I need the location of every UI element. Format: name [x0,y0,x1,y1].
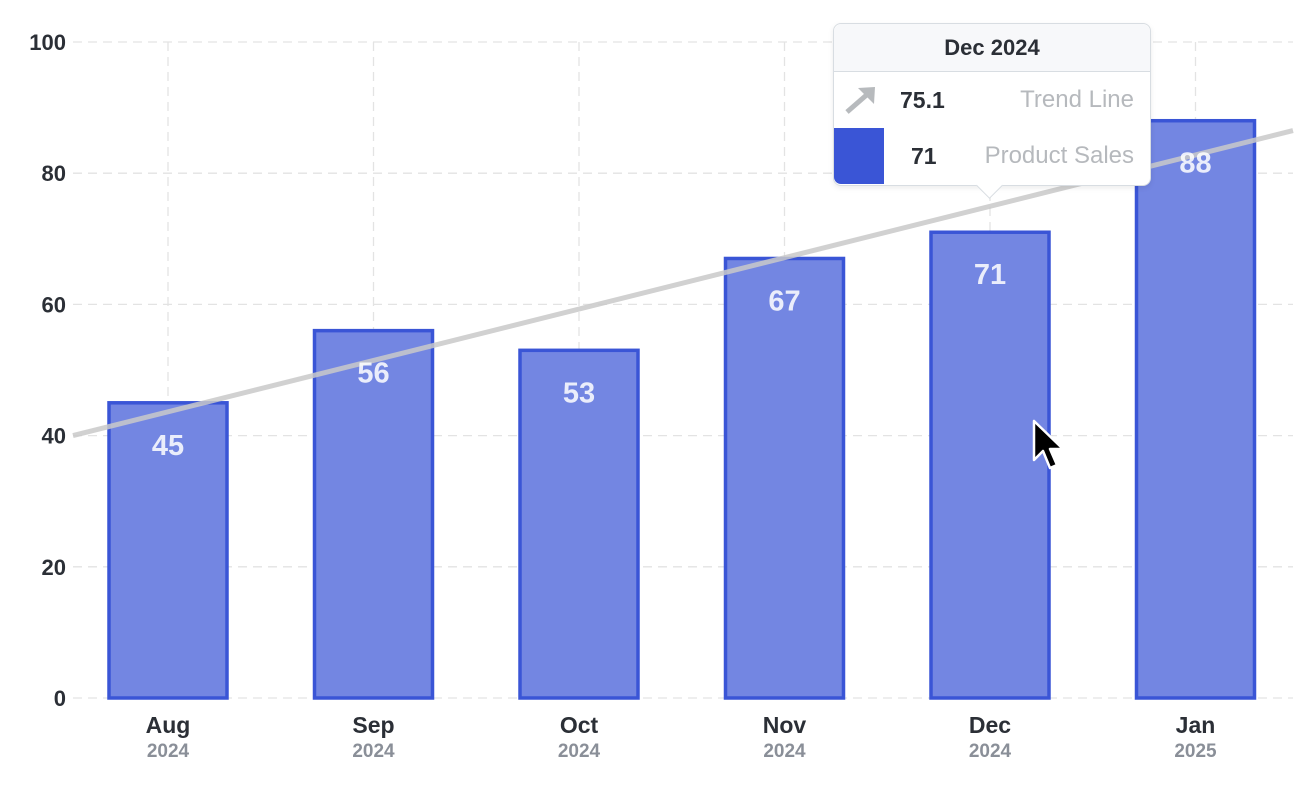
x-tick-month: Sep [352,712,394,738]
bar-dec [929,230,1051,700]
y-tick-label: 60 [42,292,66,317]
y-tick-label: 0 [54,686,66,711]
tooltip-title: Dec 2024 [834,24,1150,72]
bar-value-label: 56 [357,358,389,390]
x-tick-year: 2024 [969,741,1012,762]
tooltip-sales-value: 71 [911,143,937,169]
tooltip-row-trend: 75.1 Trend Line [834,72,1150,128]
bar-sep [312,328,435,700]
bars [107,118,1257,700]
y-tick-label: 20 [42,555,66,580]
x-tick-month: Nov [763,712,807,738]
x-tick-month: Oct [560,712,599,738]
bar-aug [107,401,229,700]
tooltip-row-sales: 71 Product Sales [834,128,1150,184]
bar-value-label: 45 [152,430,184,462]
x-tick-year: 2024 [763,741,806,762]
product-sales-swatch [834,128,884,184]
tooltip-trend-value: 75.1 [900,87,945,113]
bar-value-label: 71 [974,259,1006,291]
x-tick-year: 2024 [352,741,395,762]
x-tick-year: 2024 [147,741,190,762]
bar-oct [518,348,640,700]
axes: 0 20 40 60 80 100 Aug 2024 Sep 2024 Oct 2024 Nov 2024… [29,30,1217,762]
bar-jan [1134,118,1257,700]
mouse-pointer-icon [1032,419,1065,470]
x-tick-year: 2025 [1174,741,1217,762]
y-tick-label: 40 [42,424,66,449]
tooltip-sales-label: Product Sales [984,142,1134,169]
bar-value-label: 88 [1179,148,1211,180]
y-tick-label: 100 [29,30,66,55]
x-tick-month: Dec [969,712,1011,738]
trend-arrow-icon [845,87,875,114]
tooltip-trend-label: Trend Line [1020,86,1134,113]
x-tick-month: Jan [1176,712,1216,738]
y-tick-label: 80 [42,161,66,186]
x-tick-month: Aug [146,712,191,738]
bar-value-label: 67 [768,285,800,317]
x-tick-year: 2024 [558,741,601,762]
bar-nov [723,256,846,700]
tooltip: Dec 2024 75.1 Trend Line 71 Product Sale… [833,23,1151,199]
bar-value-label: 53 [563,377,595,409]
